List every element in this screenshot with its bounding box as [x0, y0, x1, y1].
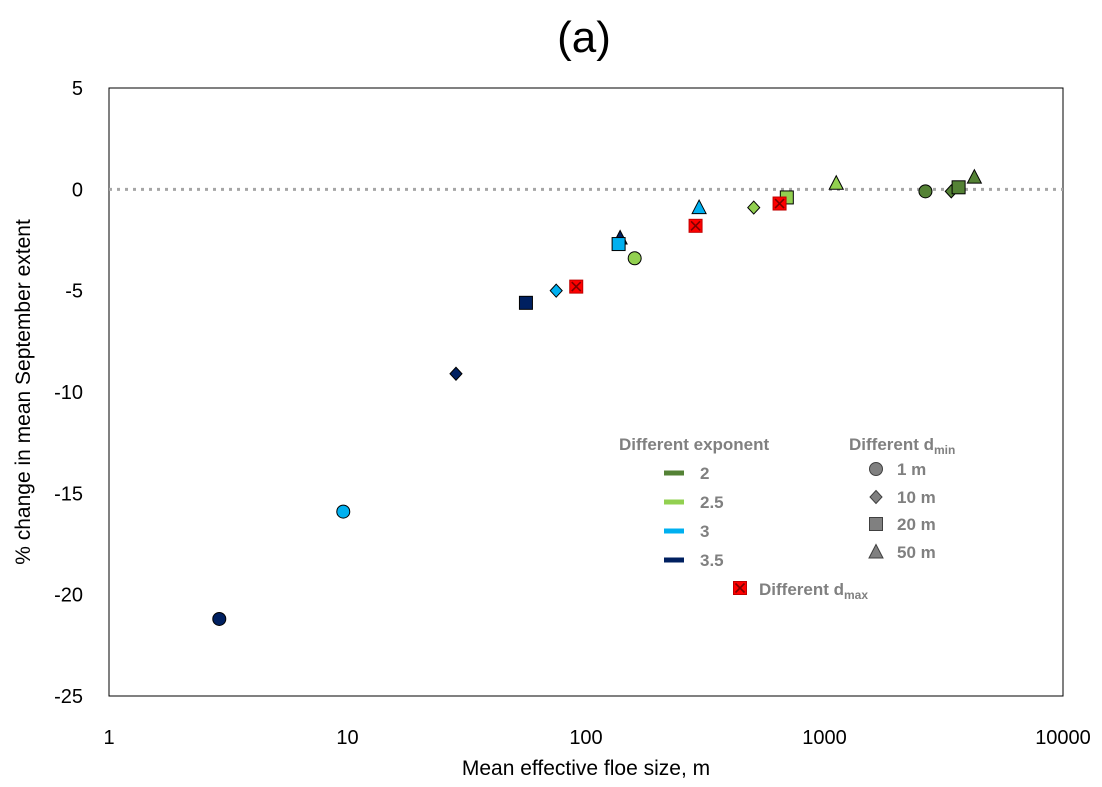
data-point-triangle [966, 168, 983, 184]
y-tick-label: 0 [72, 179, 83, 201]
data-point-triangle [691, 198, 707, 215]
dmax-cross [774, 198, 785, 209]
y-tick-label: -20 [54, 585, 83, 607]
legend-exponent-label: 2.5 [700, 493, 724, 512]
y-tick-label: -10 [54, 382, 83, 404]
data-points [212, 168, 983, 626]
x-axis-title: Mean effective floe size, m [462, 757, 710, 780]
x-tick-label: 100 [569, 727, 602, 749]
data-point-dmax [772, 196, 787, 211]
x-tick-label: 10000 [1035, 727, 1091, 749]
plot-area [108, 87, 1064, 697]
legend-dmin-label: 10 m [897, 488, 936, 507]
legend-exponent-heading: Different exponent [619, 435, 770, 454]
data-point-diamond [747, 200, 761, 215]
dmax-cross [734, 582, 746, 594]
legend-exponent-label: 3 [700, 522, 709, 541]
y-tick-label: -25 [54, 686, 83, 708]
legend-dmax-label: Different dmax [759, 580, 868, 602]
axis-ticks: 1 10 100 1000 10000 5 0 -5 -10 -15 -20 -25 [54, 78, 1091, 749]
x-tick-label: 1000 [802, 727, 847, 749]
data-point-square [611, 237, 626, 252]
y-tick-label: -5 [65, 281, 83, 303]
legend-diamond-marker [869, 489, 883, 505]
data-point-circle [918, 184, 933, 199]
y-tick-label: 5 [72, 78, 83, 100]
x-tick-label: 10 [336, 727, 358, 749]
legend-exponent-label: 3.5 [700, 551, 724, 570]
chart-title: (a) [557, 13, 611, 62]
legend-exponent-label: 2 [700, 464, 709, 483]
data-point-square [518, 295, 533, 310]
y-tick-label: -15 [54, 483, 83, 505]
data-point-dmax [688, 218, 703, 233]
x-tick-label: 1 [103, 727, 114, 749]
legend-circle-marker [869, 462, 883, 476]
legend-dmax-icon [733, 581, 747, 595]
legend-dmin-label: 1 m [897, 460, 926, 479]
data-point-diamond [449, 366, 463, 381]
legend-dmax-marker [733, 581, 747, 595]
data-point-dmax [569, 279, 584, 294]
legend: Different exponent 2 2.5 3 3.5 Different dm… [619, 435, 955, 602]
data-point-circle [212, 611, 227, 626]
legend-exponent-items: 2 2.5 3 3.5 [664, 464, 724, 570]
legend-square-marker [869, 517, 883, 531]
data-point-square [951, 180, 966, 195]
dmax-cross [571, 281, 582, 292]
data-point-circle [627, 251, 642, 266]
legend-dmin-heading: Different dmin [849, 435, 955, 457]
legend-dmin-label: 20 m [897, 515, 936, 534]
data-point-diamond [549, 283, 563, 298]
data-point-circle [336, 504, 351, 519]
dmax-cross [690, 220, 701, 231]
legend-dmin-items: 1 m 10 m 20 m 50 m [868, 460, 936, 562]
legend-triangle-marker [868, 543, 884, 559]
legend-dmin-label: 50 m [897, 543, 936, 562]
y-axis-title: % change in mean September extent [12, 219, 35, 565]
data-point-triangle [828, 174, 845, 190]
